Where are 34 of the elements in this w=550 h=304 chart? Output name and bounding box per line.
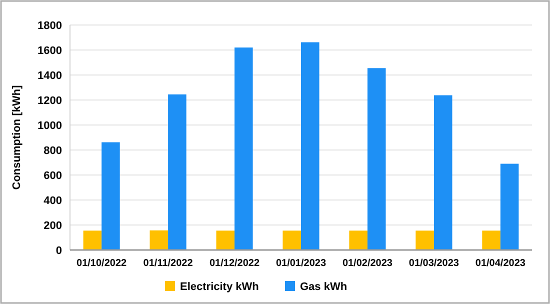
x-tick-label: 01/10/2022 <box>76 258 128 269</box>
y-tick-label: 0 <box>56 244 62 257</box>
y-tick-label: 1200 <box>38 94 62 107</box>
y-tick-label: 200 <box>44 220 62 232</box>
bar <box>282 230 301 250</box>
x-tick-label: 01/04/2023 <box>475 258 526 269</box>
bar <box>482 230 500 250</box>
y-tick-label: 1000 <box>38 120 62 132</box>
bar <box>349 230 368 250</box>
x-tick-label: 01/12/2022 <box>209 258 260 269</box>
bar <box>150 230 168 250</box>
x-tick-label: 01/11/2022 <box>143 258 194 269</box>
y-tick-label: 1800 <box>38 20 62 32</box>
x-tick-label: 01/02/2023 <box>342 258 393 269</box>
y-axis-title: Consumption [kWh] <box>11 84 23 190</box>
bar <box>234 48 253 250</box>
y-tick-label: 1400 <box>38 70 62 82</box>
y-tick-label: 1600 <box>38 44 62 57</box>
bar <box>434 95 452 250</box>
y-tick-label: 400 <box>44 194 62 207</box>
legend-label: Electricity kWh <box>180 280 260 293</box>
legend-label: Gas kWh <box>300 280 348 293</box>
bar <box>301 42 320 250</box>
y-tick-label: 600 <box>44 170 62 182</box>
bar <box>83 230 102 250</box>
bar <box>168 94 186 250</box>
bar <box>500 164 519 250</box>
bar <box>416 230 434 250</box>
y-tick-label: 800 <box>44 144 62 157</box>
x-tick-label: 01/03/2023 <box>408 258 460 269</box>
bar <box>216 230 235 250</box>
bar <box>102 142 120 250</box>
x-tick-label: 01/01/2023 <box>276 258 326 269</box>
bar <box>367 68 386 250</box>
